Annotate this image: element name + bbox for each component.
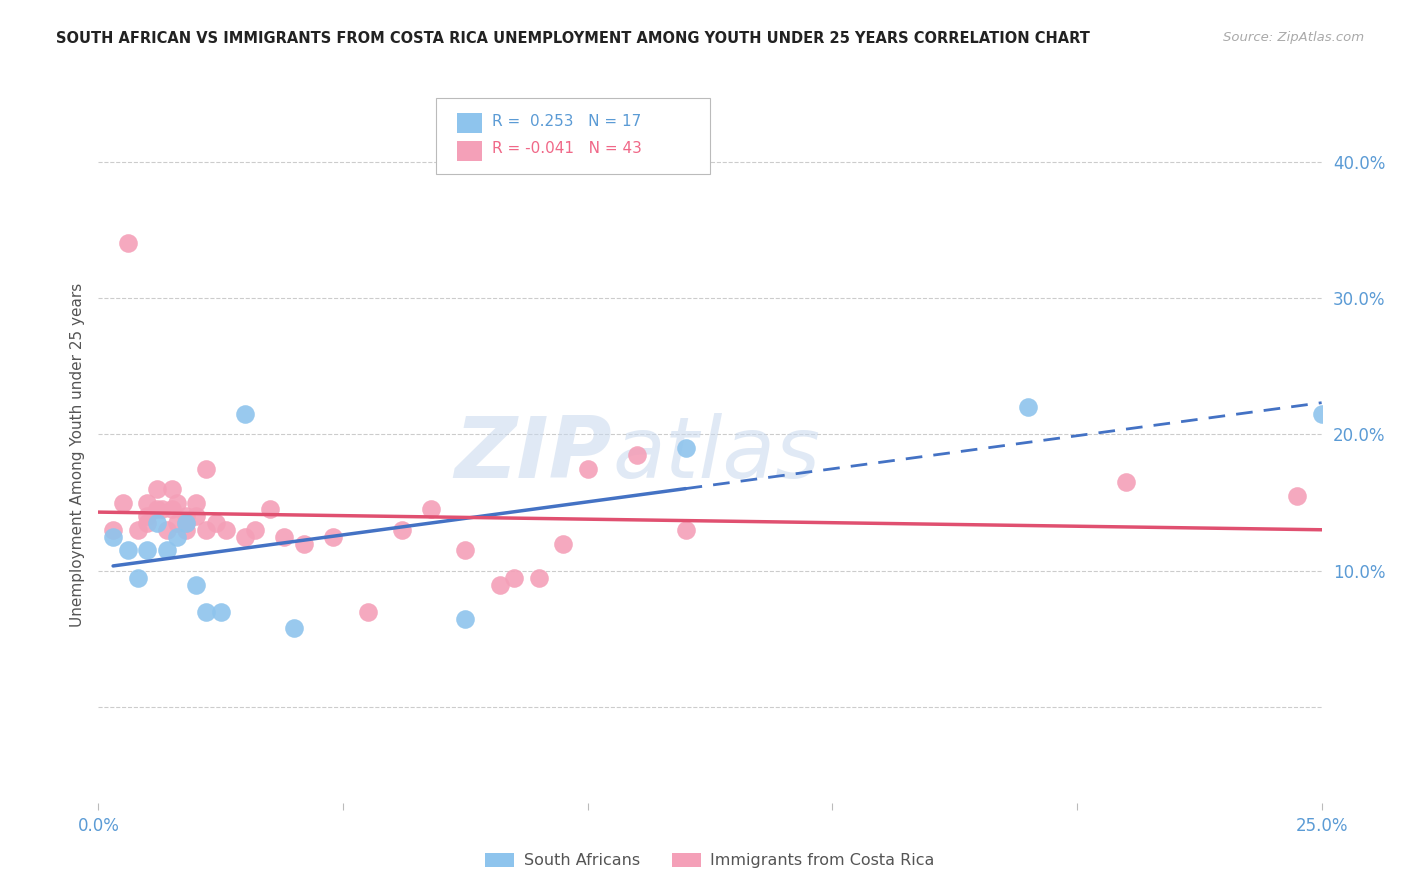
Point (1115, 475, 1137, 490)
Text: atlas: atlas (612, 413, 820, 497)
Point (243, 523, 266, 537)
Point (166, 530, 188, 544)
Point (111, 496, 134, 510)
Point (420, 502, 443, 516)
Point (136, 509, 159, 524)
Point (233, 407, 256, 421)
Point (101, 530, 124, 544)
Point (527, 571, 550, 585)
Point (454, 543, 477, 558)
Point (127, 571, 149, 585)
Point (186, 496, 208, 510)
Point (195, 461, 218, 475)
Point (117, 543, 139, 558)
Point (205, 516, 228, 530)
Text: R = -0.041   N = 43: R = -0.041 N = 43 (492, 142, 643, 156)
Text: SOUTH AFRICAN VS IMMIGRANTS FROM COSTA RICA UNEMPLOYMENT AMONG YOUTH UNDER 25 YE: SOUTH AFRICAN VS IMMIGRANTS FROM COSTA R… (56, 31, 1090, 46)
Legend: South Africans, Immigrants from Costa Rica: South Africans, Immigrants from Costa Ri… (479, 847, 941, 875)
Point (156, 523, 179, 537)
Point (195, 523, 218, 537)
Point (136, 496, 159, 510)
Point (454, 612, 477, 626)
Point (322, 530, 344, 544)
Point (146, 482, 169, 496)
Point (283, 621, 305, 635)
Point (176, 516, 198, 530)
Point (176, 516, 198, 530)
Point (553, 536, 575, 550)
Point (273, 530, 295, 544)
Point (503, 571, 526, 585)
Point (101, 523, 124, 537)
Point (117, 236, 139, 251)
Point (176, 509, 198, 524)
Point (186, 509, 208, 524)
Point (1017, 400, 1039, 414)
Point (214, 523, 236, 537)
Point (166, 496, 188, 510)
Point (160, 502, 183, 516)
Point (186, 577, 208, 591)
Text: Source: ZipAtlas.com: Source: ZipAtlas.com (1223, 31, 1364, 45)
Point (160, 482, 183, 496)
Point (127, 523, 149, 537)
Point (146, 516, 169, 530)
Point (233, 530, 256, 544)
Point (675, 441, 697, 455)
Point (259, 502, 281, 516)
Y-axis label: Unemployment Among Youth under 25 years: Unemployment Among Youth under 25 years (69, 283, 84, 627)
Point (166, 516, 188, 530)
Point (576, 461, 599, 475)
Point (150, 502, 173, 516)
Point (356, 605, 378, 619)
Point (292, 536, 315, 550)
Point (146, 502, 169, 516)
Point (156, 543, 179, 558)
Point (626, 448, 648, 462)
Point (136, 543, 159, 558)
Point (488, 577, 510, 591)
Point (136, 516, 159, 530)
Point (1310, 407, 1333, 421)
Point (176, 523, 198, 537)
Point (195, 605, 218, 619)
Point (391, 523, 413, 537)
Point (1286, 489, 1309, 503)
Text: R =  0.253   N = 17: R = 0.253 N = 17 (492, 114, 641, 128)
Point (675, 523, 697, 537)
Text: ZIP: ZIP (454, 413, 612, 497)
Point (209, 605, 232, 619)
